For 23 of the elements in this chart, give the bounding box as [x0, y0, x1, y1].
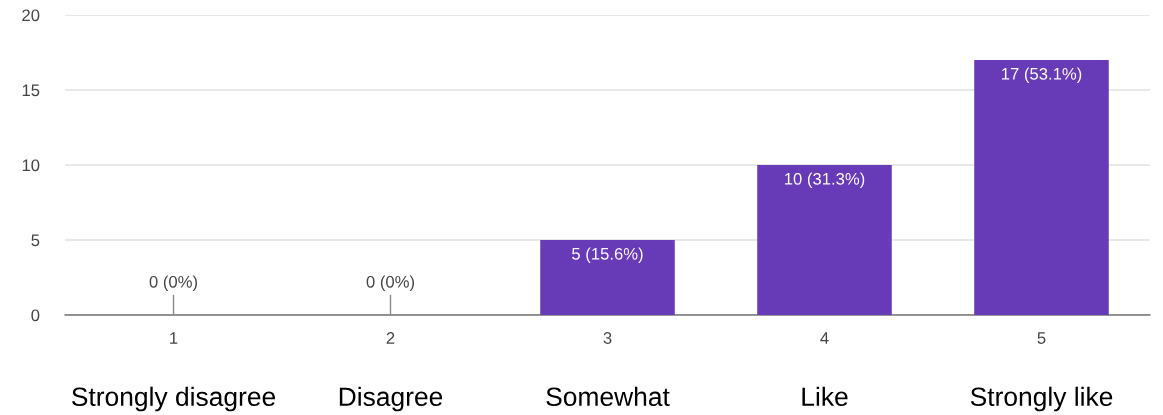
- text: Like: [802, 386, 848, 407]
- y-tick-label: 0: [31, 309, 40, 322]
- y-tick-label: 5: [31, 234, 40, 247]
- text: Strongly disagree: [72, 386, 276, 412]
- bar: [974, 60, 1109, 315]
- data-label: 17 (53.1%): [1002, 67, 1082, 84]
- data-label: 0 (0%): [149, 275, 198, 291]
- x-tick-label: 1: [170, 332, 178, 344]
- text: Disagree: [339, 386, 443, 412]
- y-tick-label: 10: [22, 159, 40, 172]
- data-label: 5 (15.6%): [572, 247, 643, 264]
- x-tick-label: 2: [386, 332, 395, 344]
- x-tick-label: 5: [1037, 332, 1046, 344]
- bar: [757, 165, 892, 315]
- y-tick-label: 15: [22, 84, 40, 97]
- x-tick-label: 4: [820, 332, 829, 344]
- y-tick-label: 20: [22, 9, 40, 22]
- data-label: 0 (0%): [366, 275, 415, 291]
- x-tick-label: 3: [603, 332, 612, 344]
- text: Somewhat: [546, 386, 670, 407]
- text: Strongly like: [970, 386, 1113, 412]
- data-label: 10 (31.3%): [785, 172, 865, 189]
- bar: [540, 240, 675, 315]
